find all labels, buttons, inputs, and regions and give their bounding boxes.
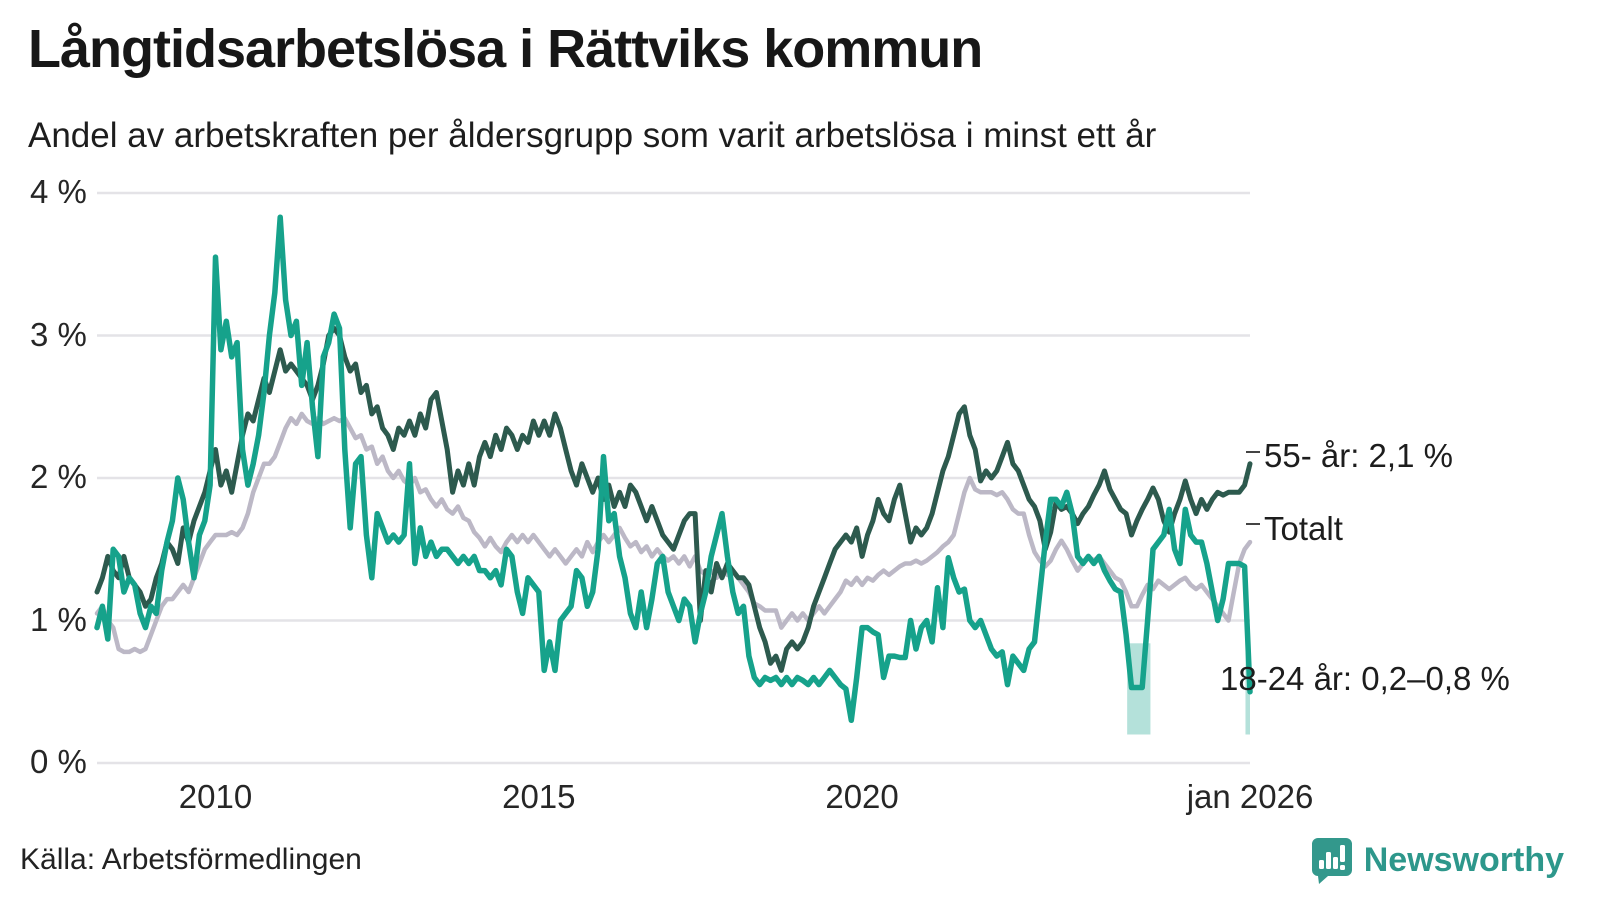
x-tick-label: 2020 xyxy=(825,778,899,815)
source-note: Källa: Arbetsförmedlingen xyxy=(20,843,362,876)
x-tick-label: jan 2026 xyxy=(1186,778,1314,815)
series-line-18-24-r xyxy=(94,214,1253,724)
x-tick-label: 2015 xyxy=(502,778,576,815)
y-tick-label: 1 % xyxy=(30,600,87,638)
brand-logo: Newsworthy xyxy=(1310,836,1564,884)
series-label-55-plus: 55- år: 2,1 % xyxy=(1264,437,1453,474)
chart-subtitle: Andel av arbetskraften per åldersgrupp s… xyxy=(28,116,1157,155)
series-line-totalt xyxy=(94,411,1253,655)
x-tick-label: 2010 xyxy=(178,778,253,815)
series-label-total: Totalt xyxy=(1264,510,1343,547)
y-tick-label: 4 % xyxy=(30,173,87,210)
page-title: Långtidsarbetslösa i Rättviks kommun xyxy=(28,19,983,79)
y-tick-label: 2 % xyxy=(30,458,87,495)
series-label-18-24: 18-24 år: 0,2–0,8 % xyxy=(1220,660,1510,697)
y-tick-label: 3 % xyxy=(30,315,87,353)
series-line-55-r xyxy=(94,325,1253,673)
brand-name: Newsworthy xyxy=(1363,840,1564,879)
y-tick-label: 0 % xyxy=(30,743,87,780)
newsworthy-icon xyxy=(1311,838,1352,884)
